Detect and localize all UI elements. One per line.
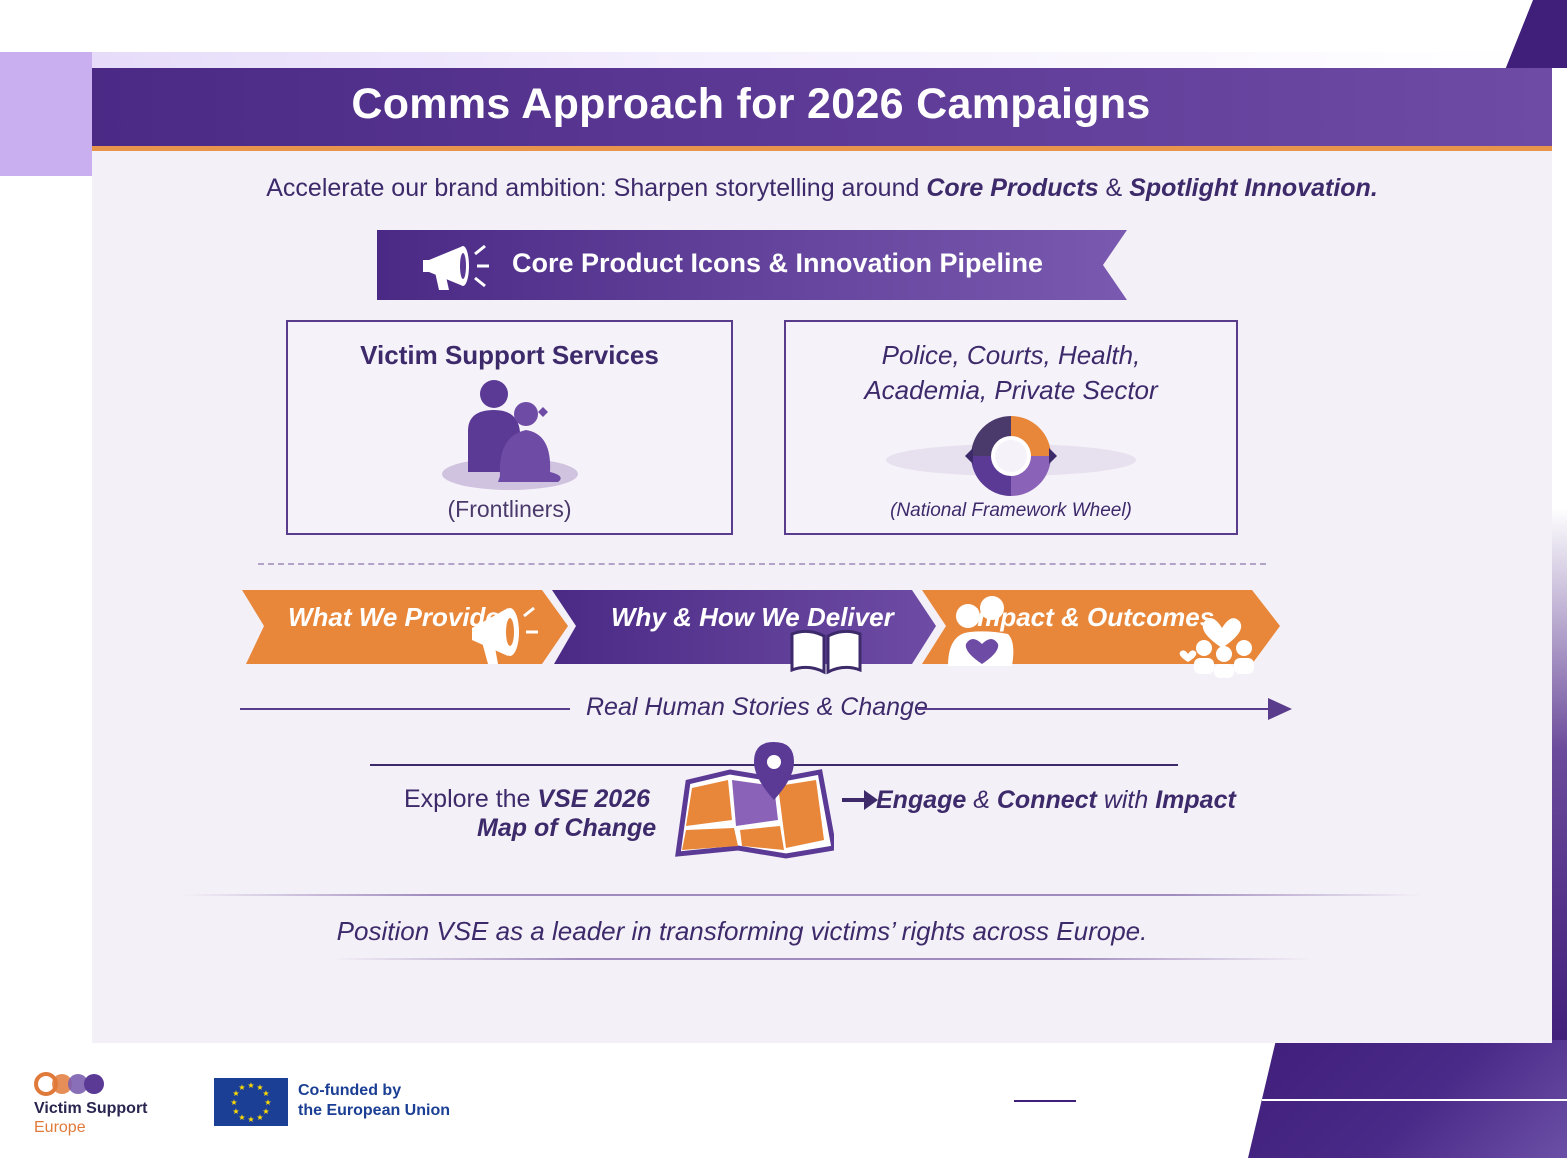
svg-text:★: ★ [232, 1089, 239, 1098]
subtitle-ampersand: & [1098, 174, 1130, 202]
svg-text:★: ★ [232, 1107, 239, 1116]
victim-support-card: Victim Support Services (Frontliners) [286, 320, 733, 535]
subtitle-core-products: Core Products [926, 174, 1099, 202]
chevron-flow: What We Provide Why & How We Deliver Imp… [242, 588, 1282, 688]
vse-sub: Europe [34, 1119, 86, 1136]
chevron-1-label: What We Provide [288, 602, 500, 632]
eu-flag-icon: ★ ★ ★ ★ ★ ★ ★ ★ ★ ★ ★ ★ [214, 1078, 288, 1126]
chevron-3-label: Impact & Outcomes [970, 602, 1215, 632]
svg-text:★: ★ [264, 1098, 271, 1107]
subtitle-prefix: Accelerate our brand ambition: Sharpen s… [266, 174, 927, 202]
decorative-short-line [1014, 1100, 1076, 1102]
story-label: Real Human Stories & Change [586, 693, 928, 721]
eu-stars-icon: ★ ★★ ★★★ ★★★ ★★★ [230, 1081, 271, 1124]
decorative-line [1262, 1099, 1567, 1101]
open-book-icon [790, 629, 862, 675]
pipeline-banner: Core Product Icons & Innovation Pipeline [377, 230, 1129, 300]
decorative-strip [92, 52, 1567, 68]
decorative-side-band [1552, 68, 1567, 1044]
explore-line-1: Explore the VSE 2026 [404, 785, 650, 814]
caring-people-icon [948, 596, 1014, 666]
community-heart-icon [298, 598, 378, 672]
engage-label: Engage & Connect with Impact [876, 786, 1236, 815]
arrow-right-icon [842, 790, 878, 810]
subtitle-spotlight: Spotlight Innovation. [1129, 174, 1378, 202]
connect-word: Connect [996, 786, 1097, 814]
svg-text:★: ★ [262, 1089, 269, 1098]
explore-prefix: Explore the [404, 785, 538, 813]
decorative-tab [0, 52, 92, 176]
svg-text:★: ★ [238, 1083, 245, 1092]
arrow-right-icon [1268, 698, 1292, 720]
eu-cofunded-line-1: Co-funded by [298, 1082, 402, 1099]
engage-word: Engage [876, 786, 967, 814]
megaphone-icon [472, 606, 538, 664]
impact-word: Impact [1155, 786, 1236, 814]
title-bar: Comms Approach for 2026 Campaigns [92, 68, 1552, 151]
svg-text:★: ★ [247, 1115, 254, 1124]
story-line-right [918, 708, 1273, 710]
svg-text:★: ★ [256, 1113, 263, 1122]
divider-bottom [332, 958, 1312, 960]
position-statement: Position VSE as a leader in transforming… [336, 916, 1148, 946]
frontliners-people-icon [442, 380, 578, 490]
slide-image: Comms Approach for 2026 Campaigns Accele… [92, 68, 1552, 1043]
vse-logo: Victim Support Europe [34, 1072, 174, 1144]
banner-label: Core Product Icons & Innovation Pipeline [512, 248, 1044, 278]
with-word: with [1096, 786, 1156, 814]
megaphone-icon [423, 244, 489, 290]
map-pin-icon [675, 742, 834, 859]
eu-cofunded-line-2: the European Union [298, 1102, 450, 1119]
divider-top [182, 894, 1422, 896]
engage-amp: & [966, 786, 997, 814]
community-heart-icon [1179, 618, 1254, 678]
svg-text:★: ★ [262, 1107, 269, 1116]
svg-text:★: ★ [247, 1081, 254, 1090]
card-line-1: Police, Courts, Health, [881, 340, 1141, 370]
card-caption: (Frontliners) [447, 496, 572, 522]
card-title: Victim Support Services [360, 340, 659, 370]
svg-text:★: ★ [238, 1113, 245, 1122]
svg-text:★: ★ [256, 1083, 263, 1092]
framework-card: Police, Courts, Health, Academia, Privat… [784, 320, 1238, 535]
banner-shape [377, 230, 1127, 300]
svg-text:★: ★ [230, 1098, 237, 1107]
dashed-divider [258, 563, 1266, 565]
vse-rings-icon [34, 1072, 104, 1096]
card-caption: (National Framework Wheel) [890, 500, 1132, 521]
framework-wheel-icon [886, 416, 1136, 496]
decorative-diagonal-top [1505, 0, 1567, 70]
card-line-2: Academia, Private Sector [864, 375, 1158, 405]
explore-line-2: Map of Change [477, 814, 657, 842]
chevron-2-label: Why & How We Deliver [611, 602, 894, 632]
explore-vse-2026: VSE 2026 [537, 785, 651, 813]
vse-name: Victim Support [34, 1100, 148, 1117]
slide-title: Comms Approach for 2026 Campaigns [351, 80, 1151, 128]
slide-subtitle: Accelerate our brand ambition: Sharpen s… [92, 174, 1552, 203]
story-line-left [240, 708, 570, 710]
